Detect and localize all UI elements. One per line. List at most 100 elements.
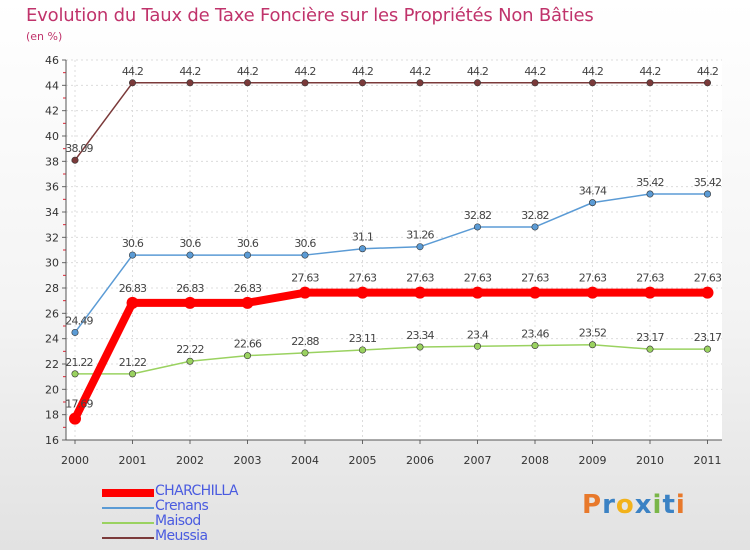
logo-letter: o [615,490,635,520]
data-point-charchilla [701,286,714,299]
data-point-maisod [71,370,79,378]
data-point-charchilla [644,286,656,299]
data-point-charchilla [471,286,484,299]
data-point-meussia [703,79,711,87]
data-point-crenans [473,223,481,231]
data-point-charchilla [414,286,426,299]
data-label-charchilla: 27.63 [406,272,434,285]
y-tick-label: 34 [45,206,59,219]
logo-letter: P [582,490,603,520]
data-point-maisod [473,342,481,350]
data-point-charchilla [126,296,139,309]
x-tick-label: 2003 [234,454,262,467]
data-point-meussia [646,79,654,87]
x-tick-label: 2000 [61,454,89,467]
data-label-meussia: 44.2 [582,65,603,78]
data-label-crenans: 24.49 [65,314,93,327]
plot-area [66,60,722,440]
legend-swatch-meussia [102,537,154,539]
logo-letter: i [675,490,686,520]
data-label-meussia: 44.2 [294,65,315,78]
data-point-maisod [646,345,654,353]
data-point-crenans [186,251,194,259]
y-tick-label: 30 [45,257,59,270]
data-point-crenans [71,328,79,336]
y-tick-label: 26 [45,307,59,320]
data-label-crenans: 30.6 [122,237,144,250]
x-tick-label: 2008 [521,454,549,467]
y-tick-label: 46 [45,54,59,67]
data-point-crenans [646,190,654,198]
data-label-crenans: 31.26 [406,229,434,242]
x-tick-label: 2009 [579,454,607,467]
x-tick-label: 2002 [176,454,204,467]
proxiti-logo: Proxiti [582,490,686,520]
x-tick-label: 2006 [406,454,434,467]
y-tick-label: 22 [45,358,59,371]
data-label-maisod: 23.17 [636,331,664,344]
data-point-crenans [358,245,366,253]
legend-label-meussia: Meussia [155,528,208,544]
data-label-maisod: 23.52 [579,327,607,340]
legend-label-maisod: Maisod [155,513,201,529]
data-point-maisod [416,343,424,351]
data-label-maisod: 22.66 [234,338,262,351]
data-point-crenans [301,251,309,259]
x-tick-label: 2010 [636,454,664,467]
data-label-maisod: 23.34 [406,329,434,342]
data-label-charchilla: 27.63 [521,272,549,285]
y-tick-label: 24 [45,333,59,346]
data-label-crenans: 31.1 [352,231,373,244]
data-point-meussia [588,79,596,87]
data-label-crenans: 35.42 [636,176,664,189]
data-label-crenans: 32.82 [464,209,492,222]
y-tick-label: 32 [45,231,59,244]
data-point-meussia [358,79,366,87]
legend-swatch-maisod [102,522,154,524]
data-point-meussia [473,79,481,87]
data-point-charchilla [529,286,541,299]
data-point-maisod [129,370,137,378]
data-point-meussia [186,79,194,87]
data-label-charchilla: 27.63 [349,272,377,285]
data-label-meussia: 38.09 [65,142,93,155]
data-label-maisod: 23.17 [694,331,722,344]
x-tick-label: 2007 [464,454,492,467]
data-label-maisod: 21.22 [65,356,93,369]
data-label-charchilla: 26.83 [176,282,204,295]
data-label-crenans: 30.6 [179,237,201,250]
data-point-maisod [358,346,366,354]
data-point-maisod [588,341,596,349]
data-label-maisod: 22.88 [291,335,319,348]
data-point-crenans [588,199,596,207]
y-axis-unit-label: (en %) [26,30,63,43]
legend-swatch-crenans [102,507,154,509]
data-point-crenans [703,190,711,198]
data-label-meussia: 44.2 [179,65,200,78]
data-label-meussia: 44.2 [697,65,718,78]
y-tick-label: 18 [45,409,59,422]
data-point-crenans [244,251,252,259]
data-point-charchilla [184,296,196,309]
x-tick-label: 2005 [349,454,377,467]
y-tick-label: 16 [45,434,59,447]
data-point-maisod [244,352,252,360]
data-point-charchilla [241,296,254,309]
data-label-charchilla: 27.63 [694,272,722,285]
logo-letter: r [602,490,616,520]
data-point-charchilla [586,286,599,299]
series-line-meussia [74,82,708,161]
series-line-crenans [74,193,708,333]
data-label-maisod: 21.22 [119,356,147,369]
y-tick-label: 20 [45,383,59,396]
x-tick-label: 2001 [119,454,147,467]
data-label-meussia: 44.2 [467,65,488,78]
series-line-charchilla [71,288,708,421]
line-chart: 16 18 20 22 24 26 28 30 32 34 36 38 40 42 44 46 2000 2001… [45,54,723,467]
data-point-crenans [416,243,424,251]
legend-label-charchilla: CHARCHILLA [155,483,238,499]
data-label-crenans: 32.82 [521,209,549,222]
data-point-meussia [301,79,309,87]
data-point-maisod [531,342,539,350]
